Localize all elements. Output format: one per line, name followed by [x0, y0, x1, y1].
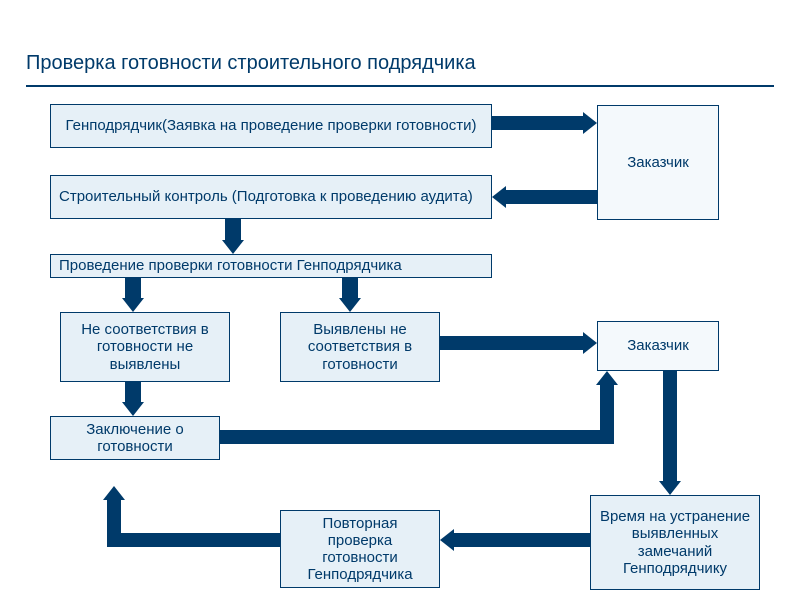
edge-6-no_issues-conclusion-head — [122, 402, 144, 416]
node-zakazchik2: Заказчик — [597, 321, 719, 371]
edge-4-audit-issues — [342, 278, 358, 298]
edge-10-recheck-audit-v — [107, 500, 121, 547]
edge-7-conclusion-zakazchik2-h — [220, 430, 614, 444]
node-recheck: Повторная проверка готовности Генподрядч… — [280, 510, 440, 588]
node-zakazchik1: Заказчик — [597, 105, 719, 220]
edge-8-zakazchik2-time — [663, 371, 677, 481]
node-audit: Проведение проверки готовности Генподряд… — [50, 254, 492, 278]
edge-6-no_issues-conclusion — [125, 382, 141, 402]
edge-1-zakazchik1-control — [506, 190, 597, 204]
node-control: Строительный контроль (Подготовка к пров… — [50, 175, 492, 219]
title-rule — [26, 85, 774, 87]
edge-7-conclusion-zakazchik2-v — [600, 385, 614, 437]
page-title: Проверка готовности строительного подряд… — [26, 52, 476, 75]
edge-2-control-audit-head — [222, 240, 244, 254]
edge-1-zakazchik1-control-head — [492, 186, 506, 208]
edge-10-recheck-audit-h — [114, 533, 280, 547]
node-conclusion: Заключение о готовности — [50, 416, 220, 460]
edge-5-issues-zakazchik2-head — [583, 332, 597, 354]
node-no_issues: Не соответствия в готовности не выявлены — [60, 312, 230, 382]
edge-2-control-audit — [225, 219, 241, 240]
edge-10-recheck-audit-head — [103, 486, 125, 500]
edge-3-audit-no_issues — [125, 278, 141, 298]
edge-4-audit-issues-head — [339, 298, 361, 312]
edge-0-genpodryadchik-zakazchik1-head — [583, 112, 597, 134]
edge-5-issues-zakazchik2 — [440, 336, 583, 350]
node-time: Время на устранение выявленных замечаний… — [590, 495, 760, 590]
edge-3-audit-no_issues-head — [122, 298, 144, 312]
edge-9-time-recheck-head — [440, 529, 454, 551]
node-issues: Выявлены не соответствия в готовности — [280, 312, 440, 382]
edge-0-genpodryadchik-zakazchik1 — [492, 116, 583, 130]
edge-9-time-recheck — [454, 533, 590, 547]
edge-7-conclusion-zakazchik2-head — [596, 371, 618, 385]
edge-8-zakazchik2-time-head — [659, 481, 681, 495]
node-genpodryadchik: Генподрядчик(Заявка на проведение провер… — [50, 104, 492, 148]
